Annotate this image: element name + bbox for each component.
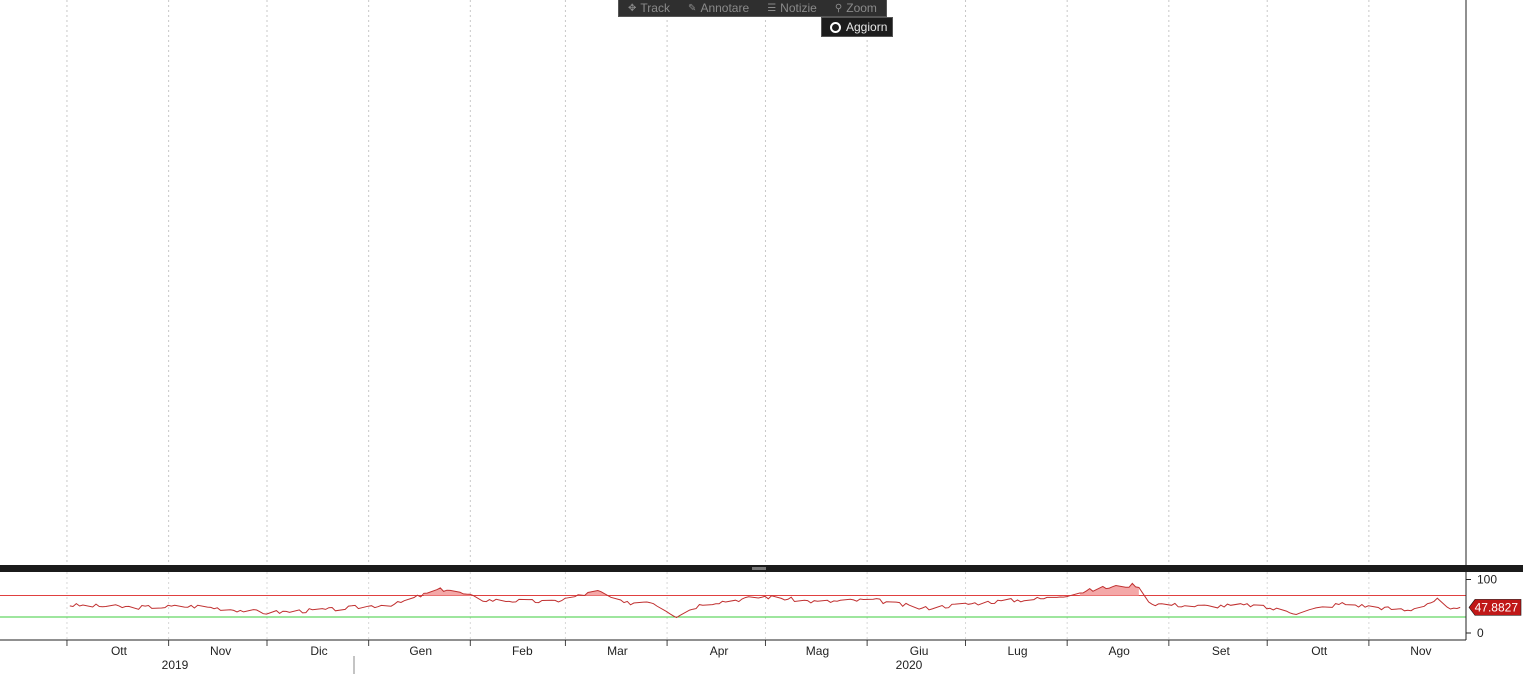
month-label: Ott bbox=[111, 644, 128, 658]
zoom-label: Zoom bbox=[846, 1, 877, 15]
annotate-tool[interactable]: ✎ Annotare bbox=[688, 1, 749, 15]
month-label: Ott bbox=[1311, 644, 1328, 658]
month-label: Nov bbox=[210, 644, 231, 658]
rsi-tick-label: 100 bbox=[1477, 573, 1497, 587]
rsi-panel bbox=[0, 582, 1466, 619]
month-label: Mar bbox=[607, 644, 628, 658]
crosshair-icon: ✥ bbox=[628, 2, 637, 14]
month-label: Feb bbox=[512, 644, 533, 658]
pencil-icon: ✎ bbox=[688, 2, 697, 14]
news-tool[interactable]: ☰ Notizie bbox=[767, 1, 817, 15]
month-label: Mag bbox=[806, 644, 829, 658]
refresh-button[interactable]: Aggiorn bbox=[821, 17, 893, 37]
month-label: Set bbox=[1212, 644, 1231, 658]
grid-lines bbox=[66, 0, 1370, 640]
magnifier-icon: ⚲ bbox=[834, 2, 843, 14]
rsi-last-label: 47.8827 bbox=[1475, 600, 1519, 614]
month-label: Apr bbox=[710, 644, 729, 658]
month-label: Gen bbox=[409, 644, 432, 658]
rsi-line bbox=[69, 582, 1461, 619]
track-tool[interactable]: ✥ Track bbox=[628, 1, 670, 15]
refresh-label: Aggiorn bbox=[846, 20, 888, 34]
news-label: Notizie bbox=[780, 1, 817, 15]
rsi-overbought-fill bbox=[423, 587, 474, 596]
month-label: Dic bbox=[310, 644, 327, 658]
year-label-2020: 2020 bbox=[896, 658, 923, 672]
news-icon: ☰ bbox=[767, 2, 777, 14]
divider-handle[interactable] bbox=[752, 567, 766, 570]
month-label: Giu bbox=[910, 644, 929, 658]
month-label: Nov bbox=[1410, 644, 1431, 658]
chart-toolbar: ✥ Track ✎ Annotare ☰ Notizie ⚲ Zoom bbox=[618, 0, 887, 17]
year-label-2019: 2019 bbox=[162, 658, 189, 672]
rsi-overbought-fill bbox=[1079, 583, 1139, 596]
month-label: Lug bbox=[1007, 644, 1027, 658]
rsi-tick-label: 0 bbox=[1477, 626, 1484, 640]
annotate-label: Annotare bbox=[700, 1, 750, 15]
radio-icon bbox=[830, 21, 841, 33]
rsi-last-tag bbox=[1468, 599, 1522, 616]
markers: Hi: 2075.471888.371790.4647.8827 bbox=[1468, 599, 1522, 616]
track-label: Track bbox=[640, 1, 670, 15]
zoom-tool[interactable]: ⚲ Zoom bbox=[835, 1, 877, 15]
month-label: Ago bbox=[1108, 644, 1130, 658]
